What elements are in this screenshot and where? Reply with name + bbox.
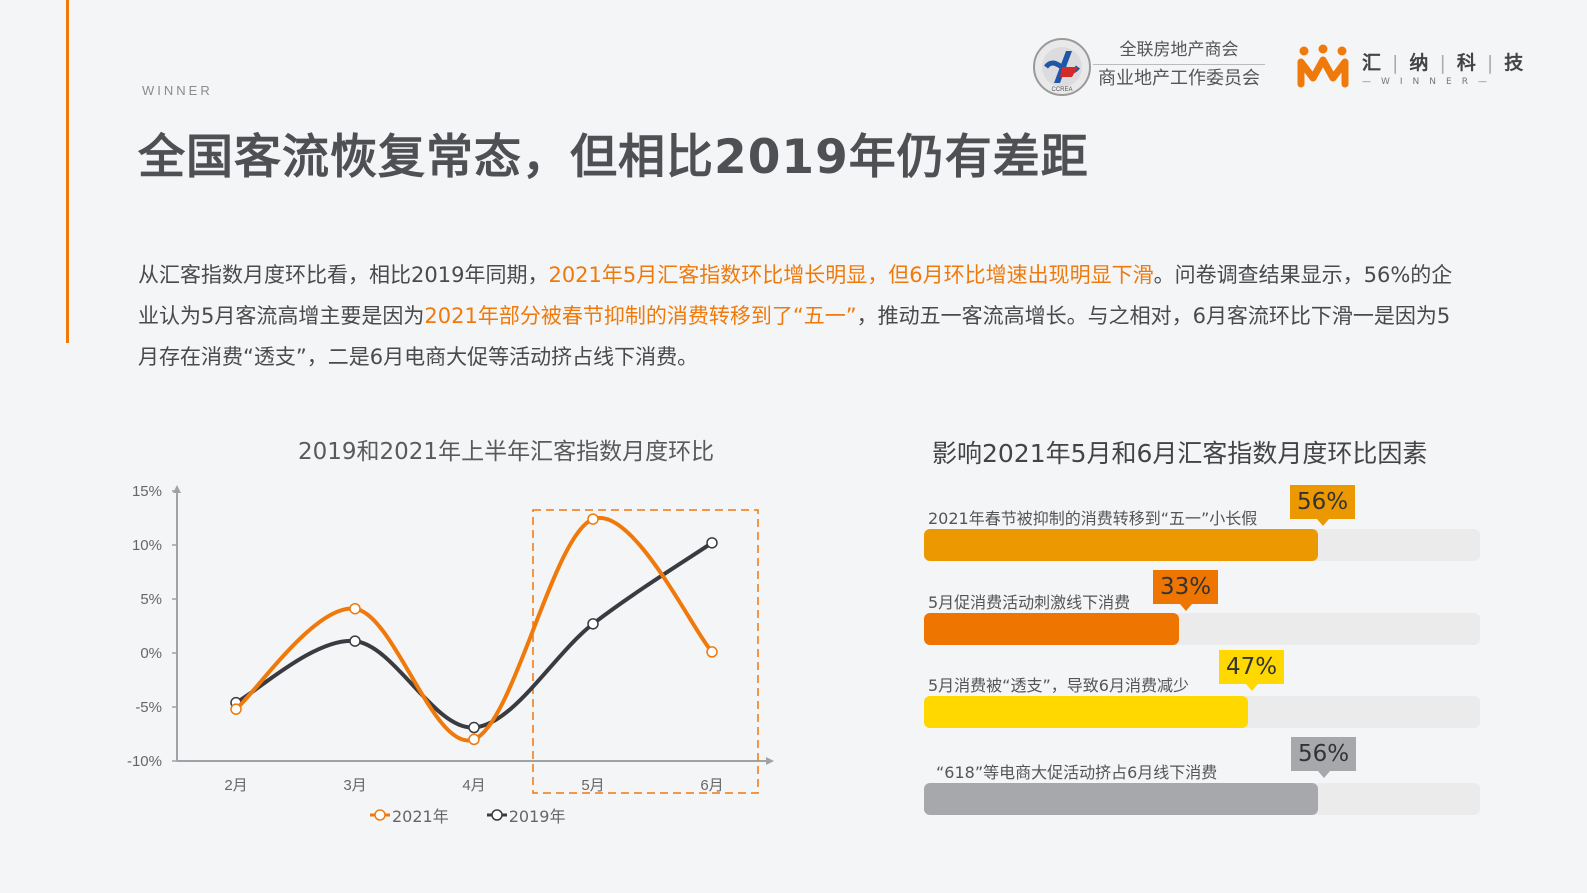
svg-text:6月: 6月 (700, 777, 723, 794)
bar-track (924, 783, 1480, 815)
bar-value-badge: 56% (1291, 737, 1357, 778)
data-point-marker (587, 513, 599, 525)
winner-crown-icon (1297, 44, 1349, 88)
highlight-box (532, 509, 759, 794)
series-2021年 (230, 513, 718, 746)
data-point-marker (706, 537, 718, 549)
bar-label: “618”等电商大促活动挤占6月线下消费 (936, 763, 1218, 782)
svg-text:4月: 4月 (462, 777, 485, 794)
data-point-marker (468, 733, 480, 746)
bar-value-badge: 56% (1290, 485, 1356, 526)
legend-item-2021: 2021年 (370, 803, 449, 827)
data-point-marker (349, 635, 361, 647)
data-point-marker (468, 721, 480, 734)
chart-legend: 2021年 2019年 (370, 803, 565, 827)
bar-label: 2021年春节被抑制的消费转移到“五一”小长假 (928, 509, 1258, 528)
svg-text:5%: 5% (140, 591, 162, 608)
bar-value-badge: 47% (1219, 650, 1285, 691)
data-point-marker (349, 602, 361, 615)
legend-marker-2019-icon (486, 809, 507, 821)
y-axis: 15% 10% 5% 0% -5% -10% (127, 483, 181, 770)
bar-track (924, 613, 1480, 645)
svg-text:-10%: -10% (127, 753, 162, 770)
ccrea-emblem-icon: CCREA (1033, 38, 1091, 96)
highlight-text: 2021年部分被春节抑制的消费转移到了“五一” (424, 304, 857, 328)
svg-text:0%: 0% (140, 645, 162, 662)
highlight-text: 2021年5月汇客指数环比增长明显，但6月环比增速出现明显下滑 (548, 263, 1154, 287)
bar-label: 5月促消费活动刺激线下消费 (928, 593, 1131, 612)
ccrea-line1: 全联房地产商会 (1093, 38, 1265, 65)
x-axis: 2月 3月 4月 5月 6月 (177, 757, 774, 794)
bar-fill (924, 529, 1318, 561)
bar-chart-title: 影响2021年5月和6月汇客指数月度环比因素 (932, 439, 1428, 468)
page-title: 全国客流恢复常态，但相比2019年仍有差距 (138, 130, 1089, 185)
svg-text:10%: 10% (132, 537, 162, 554)
summary-paragraph: 从汇客指数月度环比看，相比2019年同期，2021年5月汇客指数环比增长明显，但… (138, 263, 1453, 369)
svg-text:15%: 15% (132, 483, 162, 500)
svg-text:3月: 3月 (343, 777, 366, 794)
svg-text:CCREA: CCREA (1051, 87, 1072, 93)
legend-item-2019: 2019年 (486, 803, 565, 827)
bar-fill (924, 783, 1318, 815)
winner-logo-text: 汇 | 纳 | 科 | 技 —WINNER— (1362, 52, 1526, 87)
bar-label: 5月消费被“透支”，导致6月消费减少 (928, 676, 1189, 695)
ccrea-line2: 商业地产工作委员会 (1098, 68, 1260, 89)
bar-track (924, 529, 1480, 561)
line-chart: 15% 10% 5% 0% -5% -10% 2月 3月 4月 5月 6月 (127, 483, 774, 794)
data-point-marker (587, 618, 599, 630)
bar-value-badge: 33% (1153, 570, 1219, 611)
data-point-marker (230, 703, 242, 715)
bar-fill (924, 613, 1179, 645)
accent-bar (66, 0, 69, 343)
ccrea-logo-text: 全联房地产商会 商业地产工作委员会 (1093, 38, 1265, 93)
brand-label: WINNER (142, 83, 213, 98)
data-point-marker (706, 646, 718, 658)
svg-text:2月: 2月 (224, 777, 247, 794)
legend-marker-2021-icon (370, 809, 390, 821)
bar-track (924, 696, 1480, 728)
svg-text:5月: 5月 (581, 777, 604, 794)
line-chart-title: 2019和2021年上半年汇客指数月度环比 (298, 439, 715, 465)
bar-fill (924, 696, 1248, 728)
svg-text:-5%: -5% (135, 699, 162, 716)
